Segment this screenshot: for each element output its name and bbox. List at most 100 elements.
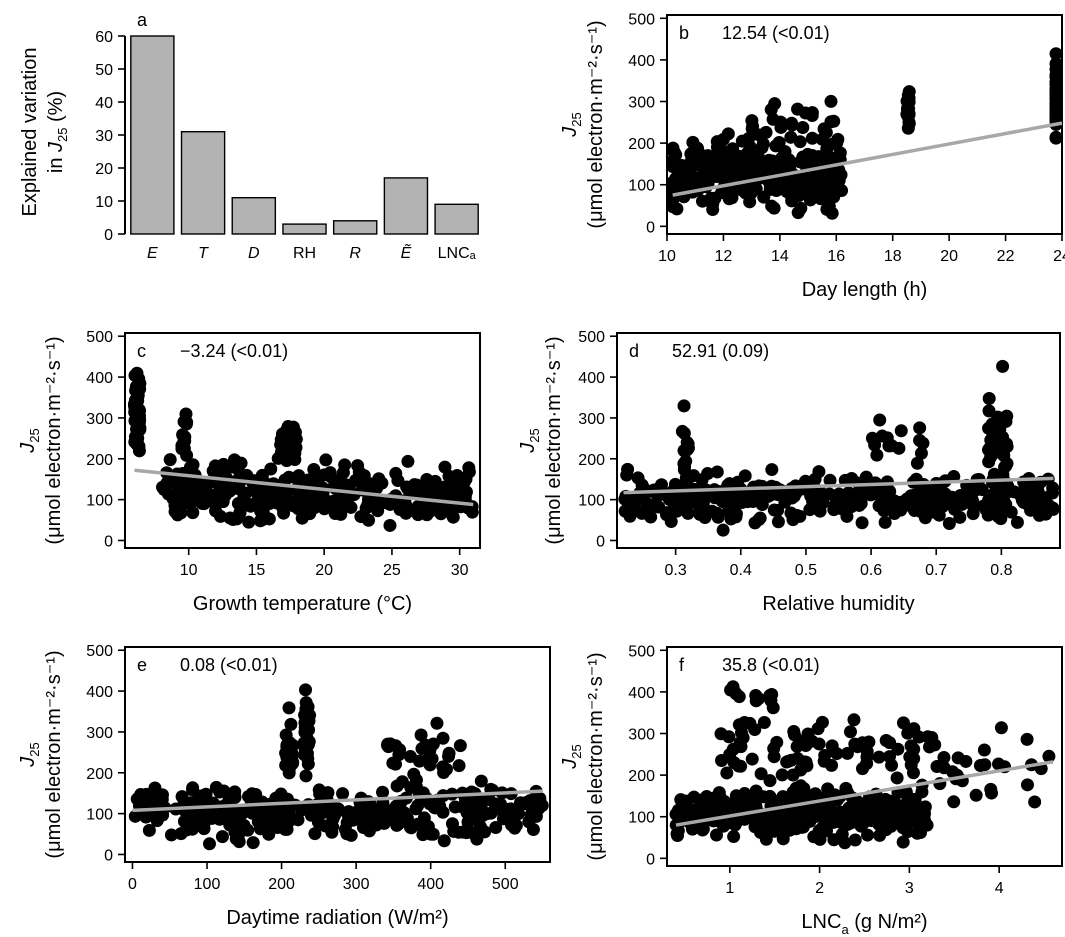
- data-point: [805, 109, 819, 123]
- x-tick-label: 14: [771, 248, 789, 265]
- bar-4: [332, 220, 378, 235]
- data-point: [784, 807, 798, 821]
- data-point: [926, 495, 940, 509]
- data-point: [991, 439, 1005, 453]
- data-point: [900, 492, 914, 506]
- data-point: [793, 135, 807, 149]
- data-point: [644, 510, 658, 524]
- y-tick-label: 400: [628, 53, 655, 70]
- bar-1: [180, 130, 226, 235]
- data-point: [299, 696, 313, 710]
- data-point: [726, 142, 740, 156]
- y-tick-label: 100: [578, 493, 605, 510]
- data-point: [825, 206, 839, 220]
- y-tick-label: 300: [628, 95, 655, 112]
- data-point: [978, 758, 992, 772]
- data-point: [442, 746, 456, 760]
- data-point: [426, 737, 440, 751]
- y-tick-label: 400: [86, 684, 113, 701]
- data-point: [749, 784, 763, 798]
- data-point: [679, 493, 693, 507]
- y-axis-label: Explained variation in J25 (%): [19, 48, 70, 217]
- data-point: [186, 506, 200, 520]
- data-point: [894, 503, 908, 517]
- data-point: [804, 178, 818, 192]
- data-point: [1049, 131, 1063, 145]
- x-category-label: E: [147, 245, 158, 262]
- data-point: [883, 736, 897, 750]
- x-axis-label: Relative humidity: [762, 593, 914, 615]
- y-axis-unit: (μmol electron·m⁻²·s⁻¹): [43, 336, 65, 544]
- data-point: [230, 512, 244, 526]
- x-tick-label: 15: [248, 562, 266, 579]
- y-axis-label: J25 (μmol electron·m⁻²·s⁻¹): [17, 336, 65, 544]
- y-tick-label: 500: [86, 329, 113, 346]
- data-point: [690, 141, 704, 155]
- scatter-points: [127, 366, 479, 532]
- data-point: [754, 767, 768, 781]
- data-point: [720, 766, 734, 780]
- data-point: [792, 734, 806, 748]
- data-point: [411, 799, 425, 813]
- data-point: [1049, 105, 1063, 119]
- data-point: [178, 434, 192, 448]
- y-tick-label: 100: [628, 810, 655, 827]
- x-tick-label: 20: [315, 562, 333, 579]
- data-point: [901, 825, 915, 839]
- data-point: [673, 180, 687, 194]
- y-tick-label: 0: [104, 227, 113, 244]
- data-point: [904, 803, 918, 817]
- data-point: [873, 828, 887, 842]
- data-point: [234, 456, 248, 470]
- data-point: [215, 830, 229, 844]
- data-point: [175, 790, 189, 804]
- data-point: [425, 476, 439, 490]
- data-point: [982, 404, 996, 418]
- y-tick-label: 300: [86, 411, 113, 428]
- data-point: [921, 730, 935, 744]
- data-point: [308, 827, 322, 841]
- data-point: [820, 810, 834, 824]
- x-tick-label: 22: [997, 248, 1015, 265]
- data-point: [253, 514, 267, 528]
- data-point: [252, 806, 266, 820]
- data-point: [918, 511, 932, 525]
- data-point: [1028, 795, 1042, 809]
- data-point: [901, 726, 915, 740]
- data-point: [670, 504, 684, 518]
- y-tick-label: 200: [86, 766, 113, 783]
- data-point: [1039, 491, 1053, 505]
- data-point: [812, 737, 826, 751]
- data-point: [430, 716, 444, 730]
- data-point: [436, 805, 450, 819]
- data-point: [685, 168, 699, 182]
- data-point: [1000, 409, 1014, 423]
- data-point: [824, 175, 838, 189]
- data-point: [896, 835, 910, 849]
- data-point: [768, 97, 782, 111]
- data-point: [439, 762, 453, 776]
- data-point: [998, 487, 1012, 501]
- data-point: [698, 511, 712, 525]
- data-point: [253, 822, 267, 836]
- x-tick-label: 0.5: [795, 562, 817, 579]
- data-point: [299, 769, 313, 783]
- x-axis-label: Daytime radiation (W/m²): [226, 907, 448, 929]
- data-point: [369, 818, 383, 832]
- data-point: [307, 463, 321, 477]
- data-point: [747, 812, 761, 826]
- data-point: [959, 754, 973, 768]
- data-point: [361, 795, 375, 809]
- data-point: [438, 487, 452, 501]
- scatter-points: [128, 683, 549, 851]
- data-point: [291, 474, 305, 488]
- data-point: [902, 108, 916, 122]
- data-point: [679, 806, 693, 820]
- y-tick-label: 300: [86, 725, 113, 742]
- data-point: [745, 752, 759, 766]
- data-point: [246, 836, 260, 850]
- data-point: [765, 463, 779, 477]
- data-point: [283, 761, 297, 775]
- data-point: [186, 458, 200, 472]
- bar-3: [282, 223, 327, 235]
